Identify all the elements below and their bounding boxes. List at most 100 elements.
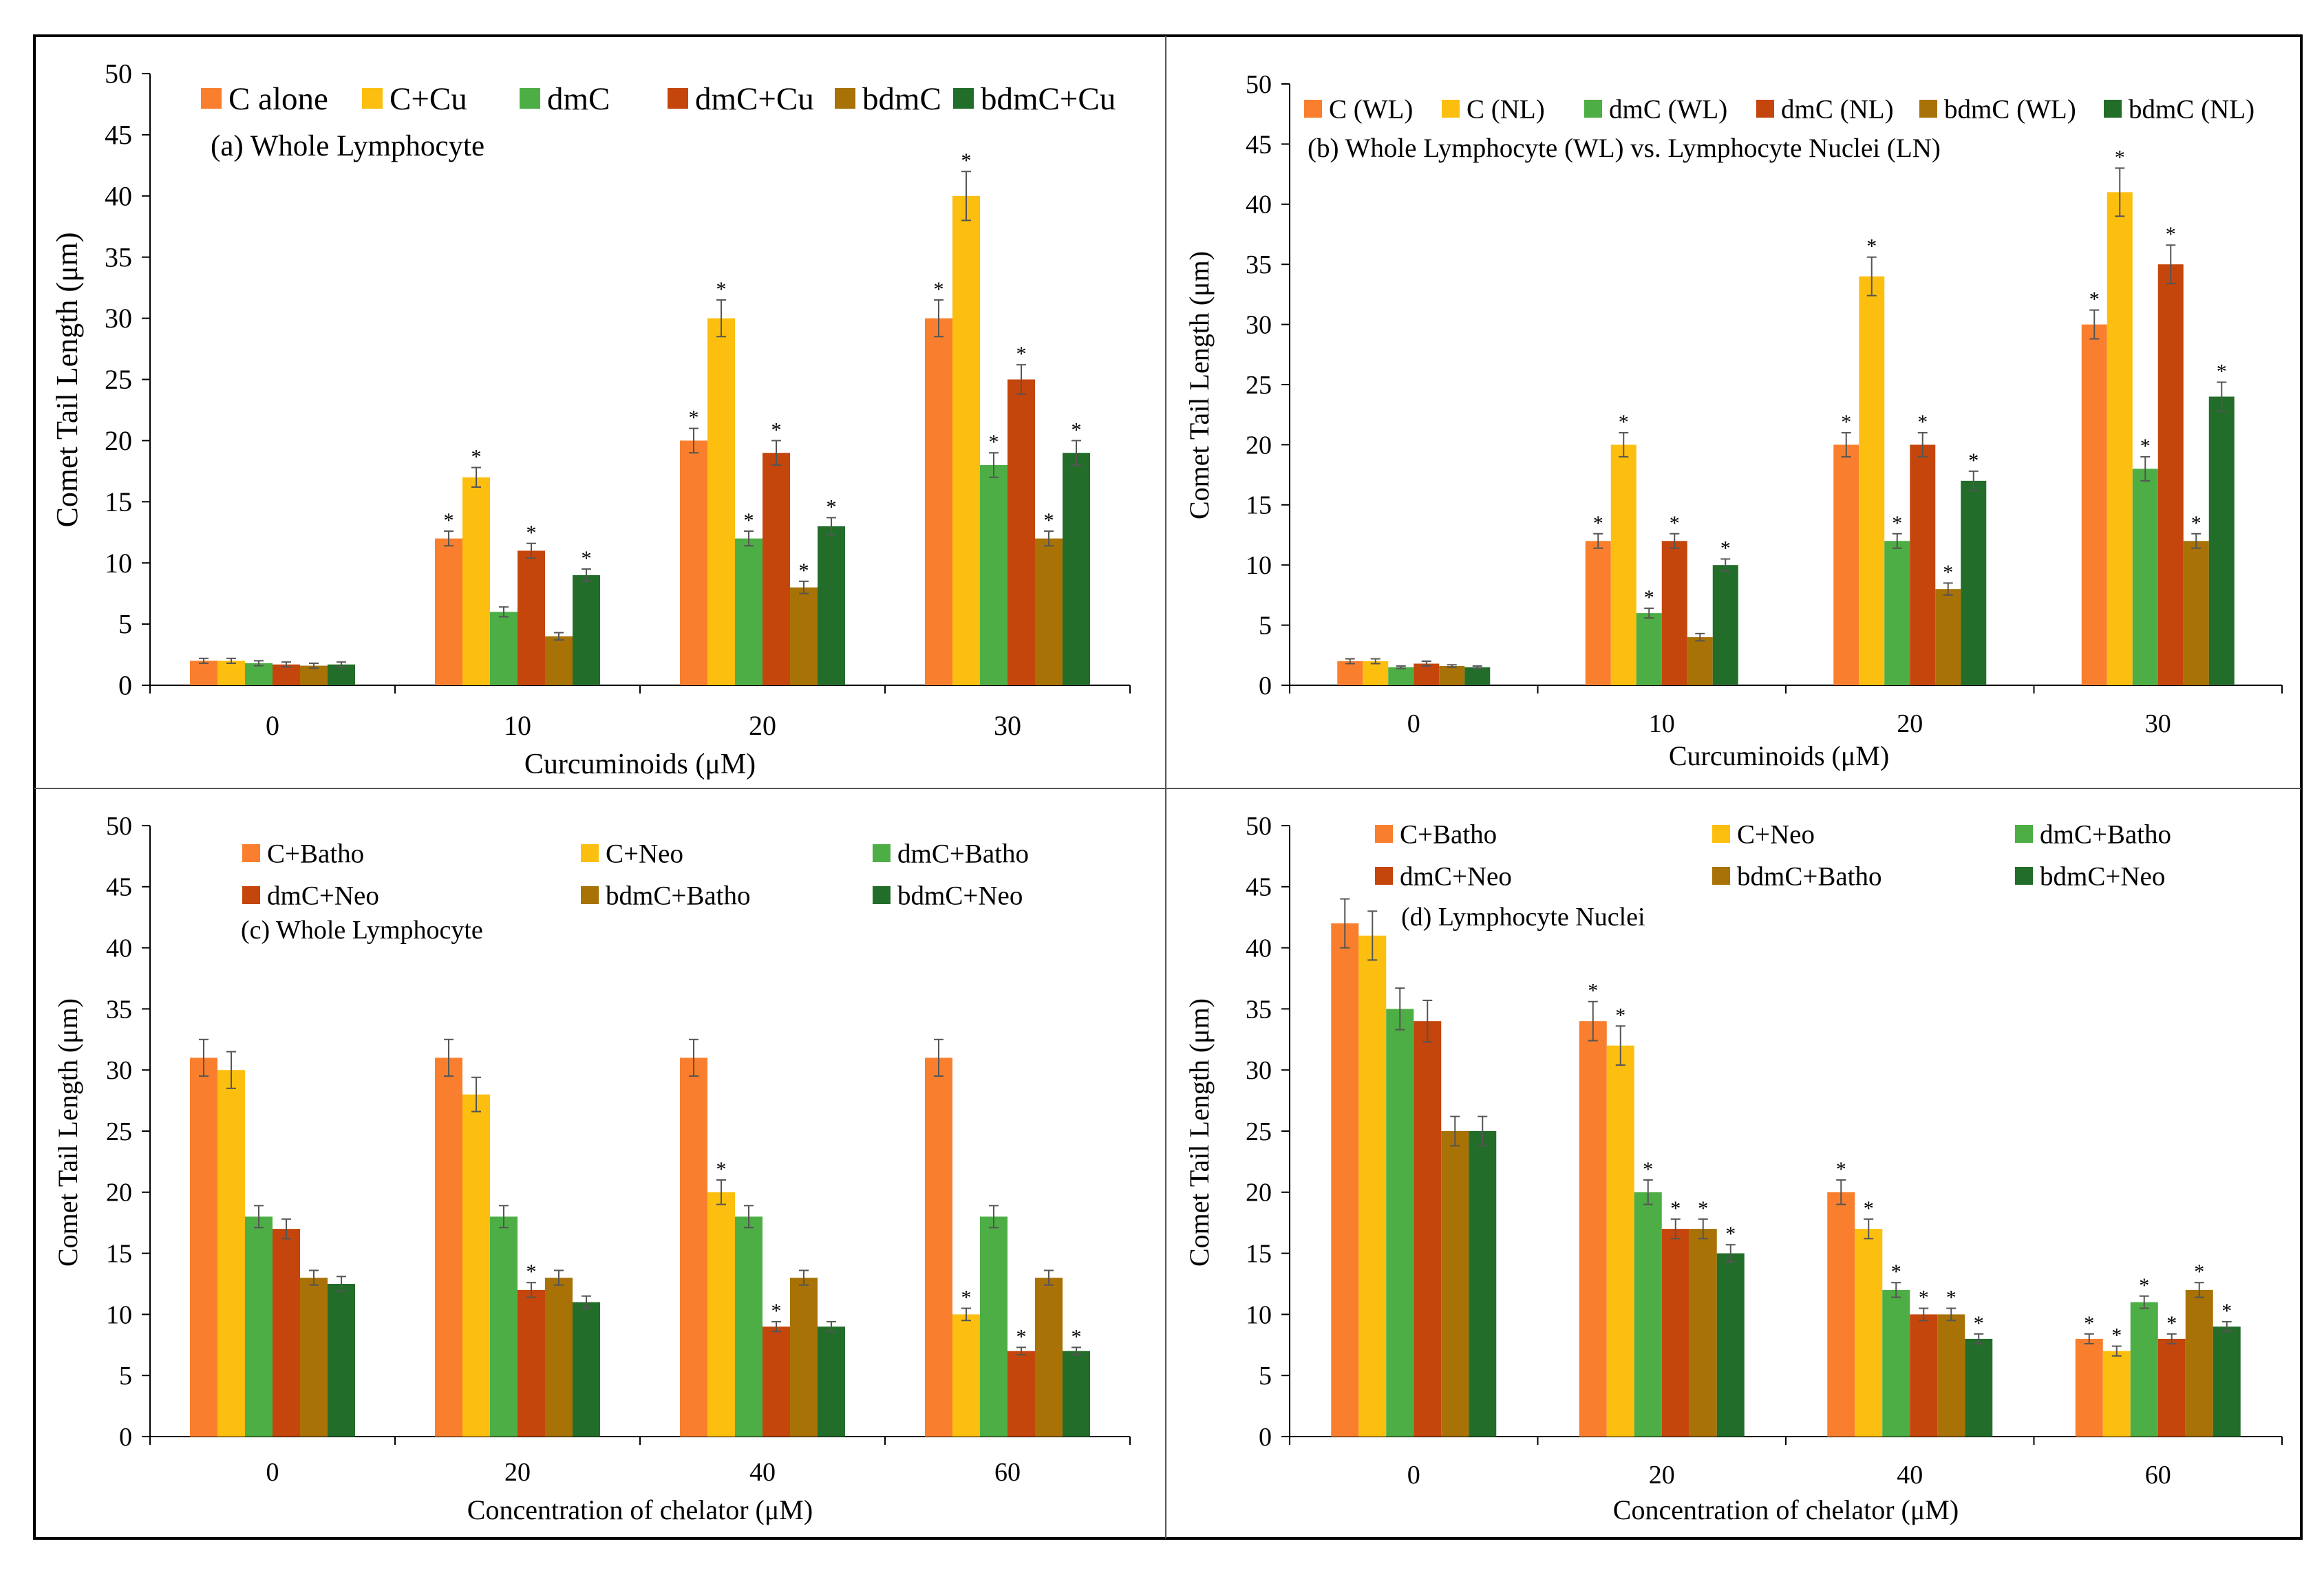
legend-label: dmC (WL): [1609, 94, 1727, 124]
panel-label: (d) Lymphocyte Nuclei: [1401, 903, 1645, 932]
legend-swatch: [873, 886, 891, 904]
x-tick-label: 20: [1649, 1461, 1675, 1490]
y-tick-label: 20: [105, 425, 132, 456]
x-tick-label: 30: [994, 710, 1021, 741]
bar: [1585, 541, 1611, 685]
legend-swatch: [2104, 100, 2122, 118]
bar: [462, 1094, 490, 1437]
bar: [1579, 1021, 1607, 1437]
bar: [2183, 541, 2209, 685]
legend-label: dmC+Neo: [1400, 861, 1512, 891]
legend-swatch: [668, 88, 688, 109]
bar: [245, 1216, 273, 1437]
y-tick-label: 30: [106, 1056, 132, 1085]
significance-marker: *: [2221, 1300, 2232, 1322]
y-axis-title: Comet Tail Length (μm): [1184, 251, 1215, 519]
chart-panel-2: 0 5 10 15 20 25 30 35 40 45 50 0 10 20 30 * * * * * * * * * * * * *…: [1184, 70, 2283, 771]
y-axis-title: Comet Tail Length (μm): [50, 232, 84, 527]
bar: [1337, 661, 1363, 685]
y-tick-label: 25: [1246, 371, 1272, 400]
bar: [1965, 1338, 1993, 1437]
figure-frame: [33, 34, 2303, 1540]
bar: [300, 665, 328, 685]
y-tick-label: 10: [106, 1300, 132, 1329]
y-tick-label: 0: [118, 670, 132, 701]
panel-label: (a) Whole Lymphocyte: [211, 130, 484, 162]
bar: [735, 538, 763, 685]
bar: [1855, 1229, 1883, 1437]
bar: [1035, 1278, 1063, 1437]
significance-marker: *: [1615, 1004, 1625, 1027]
y-tick-label: 20: [1246, 1179, 1272, 1207]
significance-marker: *: [1670, 512, 1680, 535]
bar: [1008, 1351, 1035, 1437]
legend-label: C (NL): [1467, 94, 1545, 124]
bar: [707, 318, 735, 686]
bar: [1358, 935, 1387, 1437]
bar: [300, 1278, 328, 1437]
significance-marker: *: [1044, 509, 1054, 532]
y-tick-label: 30: [105, 303, 132, 334]
bar: [490, 1216, 518, 1437]
y-tick-label: 35: [1246, 250, 1272, 279]
legend-label: C+Neo: [1737, 819, 1815, 849]
bar: [1884, 541, 1910, 685]
y-tick-label: 15: [105, 486, 132, 517]
legend-label: bdmC: [862, 81, 941, 117]
bar: [2081, 324, 2107, 686]
y-tick-label: 15: [1246, 491, 1272, 520]
y-tick-label: 50: [1246, 70, 1272, 99]
legend-label: bdmC+Batho: [1737, 861, 1882, 891]
significance-marker: *: [1946, 1287, 1957, 1309]
significance-marker: *: [1943, 561, 1953, 583]
bar: [2213, 1326, 2241, 1437]
significance-marker: *: [1836, 1158, 1846, 1181]
legend-swatch: [242, 886, 260, 904]
legend-label: dmC+Neo: [267, 881, 379, 910]
y-tick-label: 15: [106, 1240, 132, 1269]
significance-marker: *: [2111, 1324, 2122, 1347]
x-tick-label: 60: [994, 1458, 1021, 1487]
significance-marker: *: [2166, 223, 2176, 246]
significance-marker: *: [1866, 235, 1877, 258]
y-tick-label: 5: [118, 609, 132, 640]
bar: [2075, 1338, 2103, 1437]
bar: [1035, 538, 1063, 685]
bar: [1414, 1021, 1442, 1437]
bar: [518, 1289, 545, 1437]
bar: [980, 464, 1008, 685]
y-tick-label: 0: [1259, 1423, 1272, 1452]
bar: [190, 660, 217, 685]
bar: [217, 660, 245, 685]
bar: [1833, 444, 1859, 685]
significance-marker: *: [1698, 1197, 1708, 1220]
significance-marker: *: [716, 1158, 727, 1181]
bar: [1464, 667, 1491, 685]
legend-label: bdmC+Neo: [2040, 861, 2165, 891]
y-tick-label: 50: [106, 812, 132, 841]
significance-marker: *: [1593, 512, 1603, 535]
y-tick-label: 25: [106, 1117, 132, 1146]
x-tick-label: 0: [266, 1458, 279, 1487]
bar: [707, 1192, 735, 1437]
legend-label: dmC: [547, 81, 610, 117]
significance-marker: *: [961, 1287, 972, 1309]
y-tick-label: 5: [1259, 612, 1272, 641]
y-tick-label: 20: [106, 1179, 132, 1207]
legend-label: C alone: [228, 81, 328, 117]
bar: [573, 1302, 600, 1437]
legend-swatch: [242, 844, 260, 862]
significance-marker: *: [2140, 435, 2151, 458]
legend-swatch: [1375, 825, 1393, 843]
significance-marker: *: [1917, 411, 1928, 433]
bar: [2107, 192, 2133, 685]
y-tick-label: 5: [119, 1362, 132, 1390]
bar: [790, 587, 818, 685]
bar: [328, 664, 355, 685]
bar: [273, 664, 300, 685]
legend-label: C+Cu: [390, 81, 467, 117]
significance-marker: *: [582, 547, 592, 570]
y-axis-title: Comet Tail Length (μm): [1184, 998, 1215, 1267]
bar: [680, 440, 707, 685]
legend-label: dmC+Batho: [2040, 819, 2171, 849]
